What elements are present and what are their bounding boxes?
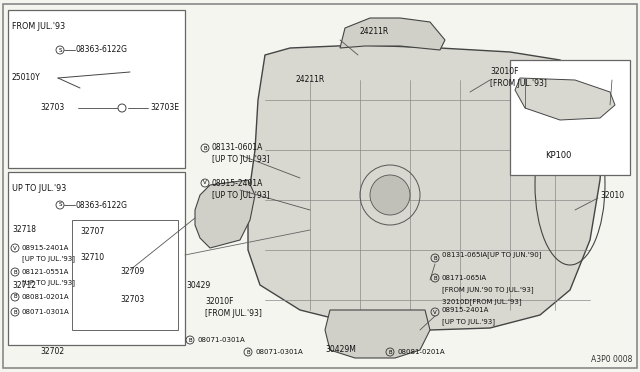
Text: 08071-0301A: 08071-0301A (255, 349, 303, 355)
Text: 32718: 32718 (12, 225, 36, 234)
Text: [FROM JUL.'93]: [FROM JUL.'93] (205, 308, 262, 317)
Text: 30429: 30429 (186, 282, 211, 291)
Polygon shape (325, 310, 430, 358)
Text: 24211R: 24211R (360, 28, 389, 36)
Text: 08121-0551A: 08121-0551A (22, 269, 69, 275)
Text: S: S (58, 202, 61, 208)
Text: 32010: 32010 (600, 190, 624, 199)
Circle shape (370, 175, 410, 215)
Text: 08131-0601A: 08131-0601A (212, 144, 264, 153)
Bar (8, 10, 185, 168)
Text: [FROM JUL.'93]: [FROM JUL.'93] (490, 80, 547, 89)
Text: 08081-0201A: 08081-0201A (22, 294, 70, 300)
Text: 32010D[FROM JUL.'93]: 32010D[FROM JUL.'93] (442, 299, 522, 305)
Text: 32709: 32709 (120, 267, 144, 276)
Text: B: B (246, 350, 250, 355)
Text: 32710: 32710 (80, 253, 104, 263)
Bar (8, 172, 185, 345)
Text: V: V (13, 246, 17, 250)
Text: [UP TO JUL.'93]: [UP TO JUL.'93] (212, 190, 269, 199)
Text: B: B (13, 310, 17, 314)
Text: 08915-2401A: 08915-2401A (212, 179, 264, 187)
Text: 32703: 32703 (120, 295, 144, 305)
Bar (510, 60, 630, 175)
Text: 32010F: 32010F (205, 298, 234, 307)
Text: 32702: 32702 (40, 347, 64, 356)
Text: 08915-2401A: 08915-2401A (442, 307, 490, 313)
Text: 32703E: 32703E (150, 103, 179, 112)
Polygon shape (340, 18, 445, 50)
Text: 32703: 32703 (40, 103, 64, 112)
Text: [UP TO JUL.'93]: [UP TO JUL.'93] (22, 256, 75, 262)
Text: [FROM JUN.'90 TO JUL.'93]: [FROM JUN.'90 TO JUL.'93] (442, 286, 534, 294)
Text: 08915-2401A: 08915-2401A (22, 245, 69, 251)
Text: 08363-6122G: 08363-6122G (76, 45, 128, 55)
Text: 08363-6122G: 08363-6122G (76, 201, 128, 209)
Text: 08171-065IA: 08171-065IA (442, 275, 487, 281)
Polygon shape (248, 45, 605, 330)
Text: 24211R: 24211R (295, 76, 324, 84)
Text: V: V (203, 180, 207, 186)
Text: 08131-065IA[UP TO JUN.'90]: 08131-065IA[UP TO JUN.'90] (442, 251, 541, 259)
Bar (72, 220, 178, 330)
Text: B: B (13, 295, 17, 299)
Text: [UP TO JUL.'93]: [UP TO JUL.'93] (212, 155, 269, 164)
Text: 32707: 32707 (80, 228, 104, 237)
Text: A3P0 0008: A3P0 0008 (591, 355, 632, 364)
Text: 30429M: 30429M (325, 346, 356, 355)
Text: [UP TO JUL.'93]: [UP TO JUL.'93] (22, 280, 75, 286)
Text: 32712: 32712 (12, 280, 36, 289)
Text: B: B (203, 145, 207, 151)
Text: KP100: KP100 (545, 151, 571, 160)
Text: S: S (58, 48, 61, 52)
Text: 25010Y: 25010Y (12, 74, 41, 83)
Text: FROM JUL.'93: FROM JUL.'93 (12, 22, 65, 31)
Text: 32010F: 32010F (490, 67, 518, 77)
Text: B: B (388, 350, 392, 355)
Polygon shape (195, 180, 255, 248)
Text: 08071-0301A: 08071-0301A (22, 309, 70, 315)
Text: 08071-0301A: 08071-0301A (197, 337, 244, 343)
Text: B: B (13, 269, 17, 275)
Circle shape (118, 104, 126, 112)
Text: [UP TO JUL.'93]: [UP TO JUL.'93] (442, 319, 495, 326)
Text: B: B (188, 337, 192, 343)
Text: UP TO JUL.'93: UP TO JUL.'93 (12, 184, 67, 193)
Polygon shape (515, 78, 615, 120)
Text: 08081-0201A: 08081-0201A (397, 349, 445, 355)
Text: B: B (433, 256, 437, 260)
Text: V: V (433, 310, 437, 314)
Text: B: B (433, 276, 437, 280)
